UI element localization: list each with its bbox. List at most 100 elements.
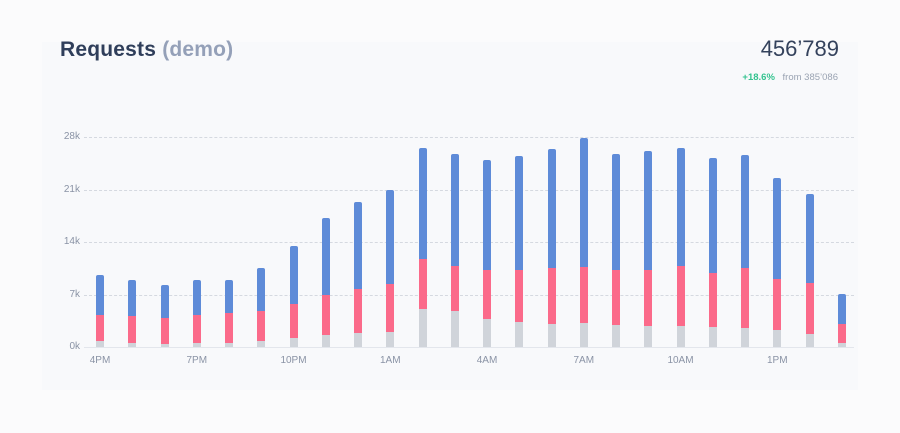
bar-8PM[interactable]: [225, 280, 233, 347]
bar-segment-red: [225, 313, 233, 344]
bar-segment-red: [128, 316, 137, 343]
y-tick-label: 14k: [63, 236, 80, 247]
bar-segment-red: [321, 295, 330, 335]
x-tick-label: 4AM: [476, 355, 498, 366]
bar-12AM[interactable]: [354, 202, 362, 347]
bar-10PM[interactable]: [289, 245, 298, 347]
bar-9AM[interactable]: [644, 151, 653, 347]
bar-1AM[interactable]: [386, 190, 395, 347]
bar-segment-red: [547, 268, 556, 324]
bar-segment-gray: [612, 325, 620, 347]
bar-segment-gray: [386, 332, 395, 347]
bar-segment-gray: [225, 343, 233, 347]
bar-segment-gray: [418, 308, 427, 347]
bar-segment-red: [289, 304, 298, 338]
y-tick-label: 0k: [69, 341, 80, 352]
bar-segment-red: [805, 283, 814, 335]
bar-segment-red: [483, 269, 491, 320]
bar-segment-blue: [192, 280, 201, 315]
title-main: Requests: [60, 38, 157, 61]
bar-segment-red: [708, 272, 717, 327]
bar-segment-blue: [483, 160, 491, 270]
bar-segment-red: [773, 278, 782, 330]
delta-percent: +18.6%: [742, 72, 775, 83]
bar-segment-red: [644, 269, 653, 326]
bar-segment-red: [837, 323, 846, 344]
bar-4PM[interactable]: [96, 275, 104, 347]
bar-9PM[interactable]: [257, 268, 266, 347]
bar-segment-red: [257, 311, 266, 341]
bar-1PM[interactable]: [773, 178, 782, 347]
bar-segment-blue: [450, 154, 459, 266]
gridline: [84, 137, 854, 138]
x-axis-baseline: [84, 347, 854, 348]
bar-10AM[interactable]: [676, 148, 685, 347]
bar-segment-blue: [805, 194, 814, 284]
bar-segment-blue: [515, 155, 524, 270]
bar-6PM[interactable]: [160, 284, 169, 347]
bar-2AM[interactable]: [418, 148, 427, 347]
bar-segment-blue: [837, 293, 846, 324]
x-tick-label: 10AM: [667, 355, 694, 366]
bar-3AM[interactable]: [450, 154, 459, 347]
bar-12PM[interactable]: [741, 155, 749, 347]
bar-segment-blue: [225, 280, 233, 314]
x-tick-label: 1PM: [766, 355, 788, 366]
bar-segment-blue: [612, 154, 620, 270]
bar-11PM[interactable]: [321, 218, 330, 347]
bar-segment-gray: [450, 311, 459, 347]
bar-segment-red: [515, 269, 524, 323]
bar-segment-blue: [96, 275, 104, 315]
chart-title: Requests (demo): [60, 38, 233, 62]
bar-segment-blue: [676, 148, 685, 266]
bar-segment-gray: [773, 329, 782, 347]
bar-segment-gray: [547, 323, 556, 347]
bar-segment-blue: [289, 245, 298, 305]
bar-segment-gray: [837, 343, 846, 347]
x-tick-label: 1AM: [379, 355, 401, 366]
bar-segment-gray: [321, 335, 330, 347]
bar-segment-gray: [160, 344, 169, 347]
y-tick-label: 28k: [63, 131, 80, 142]
gridline: [84, 294, 854, 296]
bar-segment-red: [160, 317, 169, 344]
bar-5AM[interactable]: [515, 155, 524, 347]
bar-2PM[interactable]: [805, 194, 814, 347]
bar-segment-red: [676, 266, 685, 326]
bar-segment-blue: [741, 155, 749, 269]
bar-segment-gray: [289, 338, 298, 347]
bar-segment-blue: [644, 151, 653, 270]
bar-4AM[interactable]: [483, 160, 491, 347]
bar-5PM[interactable]: [128, 280, 137, 347]
bar-7PM[interactable]: [192, 280, 201, 347]
x-tick-label: 10PM: [280, 355, 307, 366]
bar-segment-blue: [547, 149, 556, 269]
bar-segment-red: [741, 268, 749, 329]
bar-segment-red: [612, 269, 620, 326]
gridline: [84, 189, 854, 191]
bar-8AM[interactable]: [612, 154, 620, 347]
bar-segment-red: [354, 289, 362, 333]
bar-segment-gray: [515, 322, 524, 347]
x-tick-label: 7AM: [573, 355, 595, 366]
bar-3PM[interactable]: [837, 293, 846, 347]
title-subtitle: (demo): [162, 38, 234, 61]
bar-segment-gray: [676, 326, 685, 347]
bar-segment-gray: [579, 323, 588, 347]
gridline: [84, 242, 854, 243]
bar-segment-blue: [160, 284, 169, 318]
bar-segment-gray: [483, 319, 491, 347]
bar-7AM[interactable]: [579, 137, 588, 347]
total-value: 456’789: [760, 36, 839, 61]
x-tick-label: 4PM: [89, 355, 111, 366]
bar-segment-red: [96, 314, 104, 341]
delta-from: from 385’086: [782, 72, 838, 83]
bar-segment-blue: [128, 280, 137, 317]
bar-segment-red: [579, 266, 588, 323]
bar-segment-gray: [354, 332, 362, 347]
bar-11AM[interactable]: [708, 158, 717, 347]
bar-segment-gray: [708, 326, 717, 347]
bar-6AM[interactable]: [547, 149, 556, 347]
bar-segment-blue: [773, 178, 782, 279]
bar-segment-red: [450, 266, 459, 311]
